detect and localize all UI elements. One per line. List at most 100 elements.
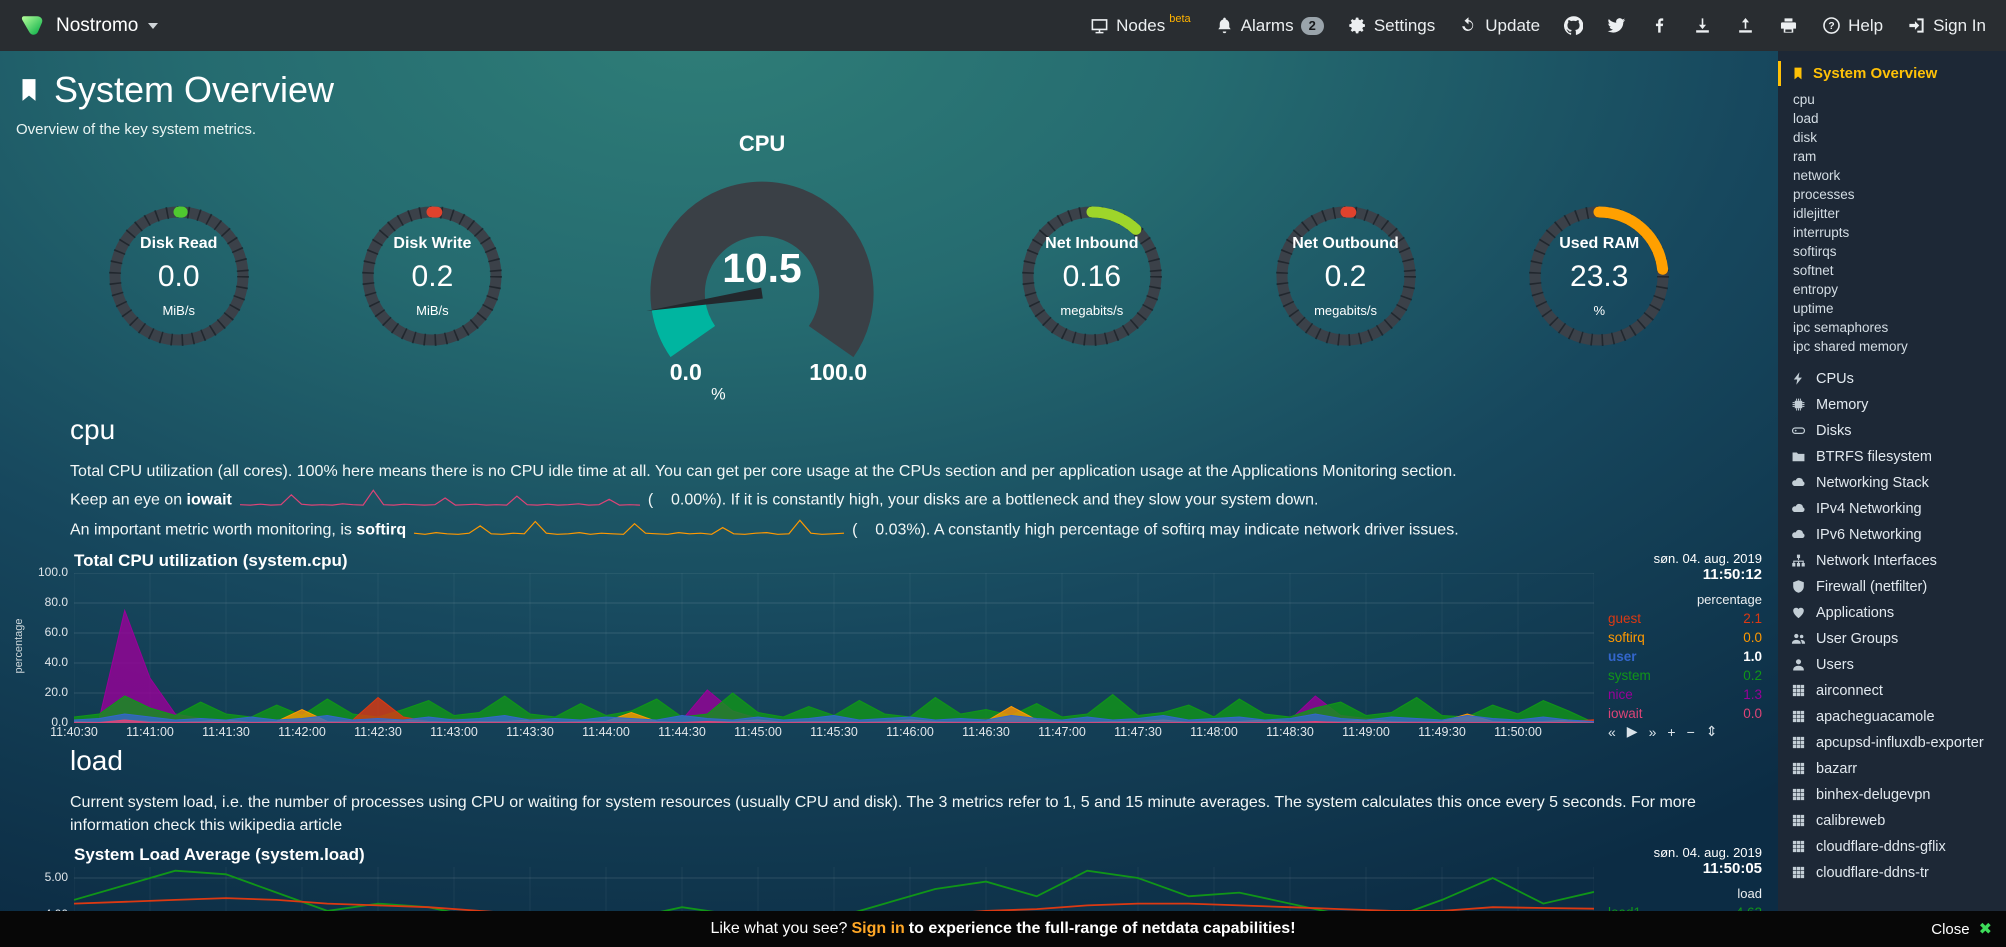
- sidebar-item-applications[interactable]: Applications: [1778, 600, 2006, 626]
- nav-item-twitter-icon[interactable]: [1607, 16, 1626, 35]
- nav-item-alarms[interactable]: Alarms 2: [1215, 16, 1324, 36]
- sidebar-subitem-softirqs[interactable]: softirqs: [1793, 244, 1837, 259]
- sidebar-item-cpus[interactable]: CPUs: [1778, 366, 2006, 392]
- sidebar-subitem-cpu[interactable]: cpu: [1793, 92, 1815, 107]
- nav-item-download-icon[interactable]: [1693, 16, 1712, 35]
- hostname[interactable]: Nostromo: [56, 14, 139, 36]
- legend-row-softirq[interactable]: softirq 0.0: [1608, 630, 1762, 645]
- sidebar-subitem-interrupts[interactable]: interrupts: [1793, 225, 1850, 240]
- legend-row-user[interactable]: user 1.0: [1608, 649, 1762, 664]
- sign-in-link[interactable]: Sign in: [851, 920, 905, 937]
- nav-item-update[interactable]: Update: [1459, 16, 1540, 36]
- sidebar-item-ipv4-networking[interactable]: IPv4 Networking: [1778, 496, 2006, 522]
- cpu-plot[interactable]: [74, 573, 1594, 723]
- gauge-ring: [1021, 206, 1162, 346]
- sidebar-subitem-processes[interactable]: processes: [1793, 187, 1855, 202]
- users-icon: [1791, 631, 1807, 646]
- iowait-sparkline[interactable]: [239, 488, 640, 513]
- sidebar-item-btrfs-filesystem[interactable]: BTRFS filesystem: [1778, 444, 2006, 470]
- softirq-text-pre: An important metric worth monitoring, is: [70, 521, 357, 539]
- cpu-xaxis: 11:40:30 11:41:00 11:41:30 11:42:00 11:42:30…: [50, 723, 1594, 741]
- gauge-disk-read[interactable]: Disk Read 0.0 MiB/s: [104, 201, 254, 351]
- gauge-used-ram[interactable]: Used RAM 23.3 %: [1524, 201, 1674, 351]
- cpu-chart[interactable]: percentage 0.0 20.0 40.0 60.0 80.0 100.0 Tota…: [0, 551, 1778, 741]
- legend-row-guest[interactable]: guest 2.1: [1608, 611, 1762, 626]
- sidebar-subitem-network[interactable]: network: [1793, 168, 1841, 183]
- signin-close[interactable]: Close ✖: [1931, 911, 1992, 947]
- pan-backward-icon[interactable]: «: [1608, 723, 1616, 740]
- netdata-logo[interactable]: [20, 13, 46, 39]
- gauge-unit: MiB/s: [416, 302, 449, 318]
- caret-down-icon[interactable]: [148, 22, 159, 29]
- legend-row-nice[interactable]: nice 1.3: [1608, 687, 1762, 702]
- sidebar-item-binhex-delugevpn[interactable]: binhex-delugevpn: [1778, 782, 2006, 808]
- sidebar-subitem-load[interactable]: load: [1793, 111, 1819, 126]
- close-icon[interactable]: ✖: [1978, 921, 1992, 938]
- load-description: Current system load, i.e. the number of …: [70, 794, 1696, 834]
- sidebar-subitem-uptime[interactable]: uptime: [1793, 301, 1834, 316]
- cpu-legend-time: 11:50:12: [1702, 566, 1762, 583]
- sidebar-item-firewall-netfilter[interactable]: Firewall (netfilter): [1778, 574, 2006, 600]
- sidebar-item-system-overview[interactable]: System Overview: [1778, 61, 2006, 86]
- sidebar-item-cloudflare-ddns-gflix[interactable]: cloudflare-ddns-gflix: [1778, 834, 2006, 860]
- sidebar-subitem-ipc-semaphores[interactable]: ipc semaphores: [1793, 320, 1889, 335]
- sidebar-subitem-disk[interactable]: disk: [1793, 130, 1818, 145]
- cpu-yaxis: 0.0 20.0 40.0 60.0 80.0 100.0: [28, 551, 74, 729]
- cloud-icon: [1791, 501, 1807, 516]
- sidebar-item-users[interactable]: Users: [1778, 652, 2006, 678]
- sidebar-item-ipv6-networking[interactable]: IPv6 Networking: [1778, 522, 2006, 548]
- load-ytick: 5.00: [44, 870, 68, 884]
- cloud-icon: [1791, 527, 1807, 542]
- cpu-xtick: 11:41:00: [126, 725, 174, 739]
- pan-forward-icon[interactable]: »: [1648, 723, 1657, 740]
- nav-item-help[interactable]: ? Help: [1822, 16, 1883, 36]
- sidebar-item-bazarr[interactable]: bazarr: [1778, 756, 2006, 782]
- sidebar-item-airconnect[interactable]: airconnect: [1778, 678, 2006, 704]
- grid-icon: [1791, 709, 1807, 724]
- sidebar-subitem-softnet[interactable]: softnet: [1793, 263, 1834, 278]
- iowait-text-pre: Keep an eye on: [70, 491, 187, 509]
- gauge-title: Used RAM: [1559, 234, 1640, 252]
- nav-item-print-icon[interactable]: [1779, 16, 1798, 35]
- sidebar-item-memory[interactable]: Memory: [1778, 392, 2006, 418]
- sidebar-subsections: cpu load disk ram network processes idlejitter…: [1778, 90, 2006, 356]
- sidebar-subitem-ipc-shared-memory[interactable]: ipc shared memory: [1793, 339, 1908, 354]
- nav-item-settings[interactable]: Settings: [1348, 16, 1435, 36]
- bolt-icon: [1791, 371, 1807, 386]
- gauge-text: Net Outbound 0.2 megabits/s: [1271, 201, 1421, 351]
- resize-icon[interactable]: ⇕: [1705, 723, 1718, 739]
- sidebar-item-networking-stack[interactable]: Networking Stack: [1778, 470, 2006, 496]
- gauge-net-outbound[interactable]: Net Outbound 0.2 megabits/s: [1271, 201, 1421, 351]
- play-icon[interactable]: ▶: [1626, 723, 1638, 739]
- svg-text:0.0: 0.0: [670, 359, 702, 385]
- sidebar-item-network-interfaces[interactable]: Network Interfaces: [1778, 548, 2006, 574]
- sidebar-item-apcupsd-influxdb-exporter[interactable]: apcupsd-influxdb-exporter: [1778, 730, 2006, 756]
- sidebar-item-calibreweb[interactable]: calibreweb: [1778, 808, 2006, 834]
- legend-row-system[interactable]: system 0.2: [1608, 668, 1762, 683]
- sidebar-item-disks[interactable]: Disks: [1778, 418, 2006, 444]
- gauge-text: Disk Write 0.2 MiB/s: [357, 201, 507, 351]
- sidebar-subitem-ram[interactable]: ram: [1793, 149, 1817, 164]
- softirq-sparkline[interactable]: [414, 518, 845, 543]
- cloud-icon: [1791, 475, 1807, 490]
- gauge-value: 0.2: [1324, 259, 1367, 293]
- sidebar-item-apacheguacamole[interactable]: apacheguacamole: [1778, 704, 2006, 730]
- zoom-in-icon[interactable]: +: [1667, 723, 1676, 740]
- gauge-cpu[interactable]: CPU 10.5 0.0 100.0 %: [611, 131, 913, 407]
- sidebar-subitem-idlejitter[interactable]: idlejitter: [1793, 206, 1840, 221]
- sidebar-item-user-groups[interactable]: User Groups: [1778, 626, 2006, 652]
- zoom-out-icon[interactable]: −: [1686, 723, 1695, 740]
- sidebar-item-cloudflare-ddns-tr[interactable]: cloudflare-ddns-tr: [1778, 860, 2006, 886]
- sidebar-subitem-entropy[interactable]: entropy: [1793, 282, 1839, 297]
- nav-item-facebook-icon[interactable]: [1650, 16, 1669, 35]
- page-subtitle: Overview of the key system metrics.: [16, 121, 257, 138]
- refresh-icon: [1459, 16, 1478, 35]
- nav-item-upload-icon[interactable]: [1736, 16, 1755, 35]
- network-icon: [1791, 553, 1807, 568]
- legend-row-iowait[interactable]: iowait 0.0: [1608, 706, 1762, 721]
- nav-item-github-icon[interactable]: [1564, 16, 1584, 35]
- nav-item-nodes[interactable]: Nodes beta: [1090, 13, 1191, 36]
- gauge-disk-write[interactable]: Disk Write 0.2 MiB/s: [357, 201, 507, 351]
- nav-item-sign-in[interactable]: Sign In: [1907, 16, 1986, 36]
- gauge-net-inbound[interactable]: Net Inbound 0.16 megabits/s: [1017, 201, 1167, 351]
